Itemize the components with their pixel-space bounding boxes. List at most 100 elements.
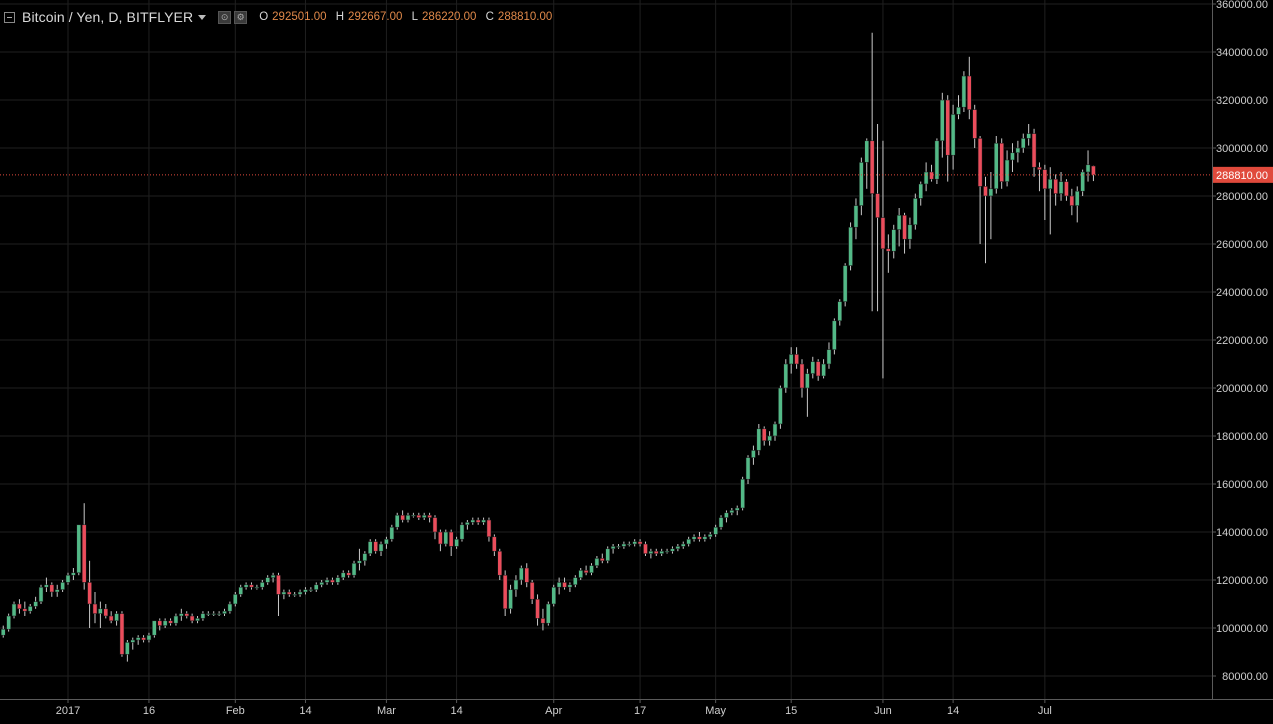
candles xyxy=(0,32,1096,662)
candle-body xyxy=(135,637,141,641)
candle-body xyxy=(103,608,109,617)
candle-body xyxy=(783,363,789,389)
candle-body xyxy=(664,550,670,553)
candle xyxy=(260,580,265,590)
candle-body xyxy=(421,514,427,518)
collapse-icon[interactable] xyxy=(4,11,15,23)
candle xyxy=(287,589,292,597)
time-tick-label: 14 xyxy=(450,705,462,717)
candle-body xyxy=(713,526,718,535)
candle-body xyxy=(227,603,233,612)
candle-body xyxy=(71,572,76,576)
candle xyxy=(54,584,60,597)
candle xyxy=(648,548,654,559)
candle xyxy=(734,505,740,516)
candle xyxy=(583,565,589,576)
candle xyxy=(1091,165,1096,182)
candle xyxy=(918,181,923,206)
candle xyxy=(783,359,789,393)
candle xyxy=(389,524,395,542)
candle-body xyxy=(265,577,270,583)
candle-body xyxy=(54,589,60,593)
candle xyxy=(400,510,405,523)
candle-body xyxy=(189,615,195,622)
candle xyxy=(492,534,497,556)
candle-body xyxy=(119,613,125,655)
candle xyxy=(470,517,476,525)
candle-body xyxy=(432,517,438,533)
candle-body xyxy=(0,628,6,636)
candle xyxy=(465,520,470,530)
candle-body xyxy=(902,214,907,240)
candle-body xyxy=(794,354,799,365)
candle-body xyxy=(378,543,384,552)
candle-body xyxy=(125,642,130,655)
close-value: 288810.00 xyxy=(497,11,553,23)
candle-body xyxy=(303,589,308,593)
time-tick-label: 14 xyxy=(299,705,311,717)
price-tick-label: 100000.00 xyxy=(1216,623,1268,635)
candle xyxy=(292,592,297,597)
candle-body xyxy=(513,579,519,590)
candle-body xyxy=(999,142,1004,182)
candle xyxy=(535,594,540,626)
candle-body xyxy=(427,514,432,518)
candle xyxy=(637,539,643,547)
candle xyxy=(519,565,524,585)
candle xyxy=(330,577,335,585)
candle-body xyxy=(411,514,416,517)
candle-body xyxy=(465,522,470,526)
price-tick-label: 240000.00 xyxy=(1216,287,1268,299)
candle-body xyxy=(702,536,708,540)
candle-body xyxy=(1004,159,1010,182)
candle-body xyxy=(233,594,238,605)
candle-body xyxy=(400,514,405,521)
candle xyxy=(71,568,76,580)
candle-body xyxy=(308,589,314,591)
candle xyxy=(772,421,778,441)
time-tick-label: 16 xyxy=(143,705,155,717)
candle-body xyxy=(918,183,923,199)
candle-body xyxy=(654,550,659,554)
candle xyxy=(432,515,438,540)
candle xyxy=(902,212,907,254)
candle xyxy=(281,589,287,600)
candle-body xyxy=(562,582,567,588)
candle xyxy=(276,572,281,616)
candle-body xyxy=(524,567,529,583)
candle xyxy=(842,263,848,307)
candle xyxy=(6,613,11,632)
candle xyxy=(664,548,670,554)
candle-body xyxy=(287,591,292,595)
candle-body xyxy=(929,171,934,180)
candle-body xyxy=(519,567,524,581)
candle-body xyxy=(551,586,556,605)
candle xyxy=(103,604,109,619)
gear-icon[interactable]: ⚙ xyxy=(234,10,248,24)
candle xyxy=(206,611,211,616)
settings-icon[interactable]: ⊙ xyxy=(218,10,232,24)
candle-body xyxy=(108,615,114,622)
candle xyxy=(956,95,961,120)
candle xyxy=(394,512,400,530)
candle xyxy=(988,172,994,240)
candle xyxy=(108,611,114,624)
candle-body xyxy=(367,541,373,554)
candle-body xyxy=(745,457,751,480)
candle-body xyxy=(864,140,870,163)
candle xyxy=(314,582,319,592)
candle-body xyxy=(340,572,346,578)
candle xyxy=(438,529,443,552)
candle xyxy=(49,582,55,597)
candle xyxy=(249,582,254,590)
candle xyxy=(551,584,556,607)
candle xyxy=(556,577,562,595)
candle-body xyxy=(573,577,578,586)
chevron-down-icon[interactable] xyxy=(198,14,207,20)
candle-body xyxy=(961,75,967,108)
candle xyxy=(524,563,529,588)
candle-body xyxy=(670,548,675,552)
symbol-title[interactable]: Bitcoin / Yen, D, BITFLYER xyxy=(22,9,194,25)
